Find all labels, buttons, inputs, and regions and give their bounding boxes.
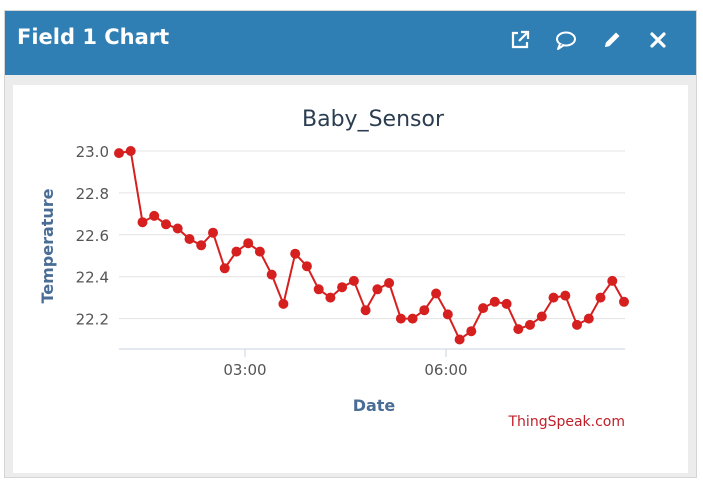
x-tick-labels: 03:00 06:00 bbox=[223, 349, 468, 379]
line-chart: Baby_Sensor 23.0 22.8 22.6 22.4 22.2 03:00 06… bbox=[38, 107, 629, 430]
data-point[interactable] bbox=[395, 313, 406, 324]
data-point[interactable] bbox=[348, 275, 359, 286]
data-point[interactable] bbox=[243, 238, 254, 249]
data-point[interactable] bbox=[572, 319, 582, 330]
data-point[interactable] bbox=[125, 146, 136, 156]
grid-lines bbox=[119, 150, 625, 320]
y-tick-label: 22.6 bbox=[76, 227, 109, 245]
data-point[interactable] bbox=[595, 292, 606, 303]
chart-widget: Field 1 Chart bbox=[4, 10, 697, 478]
data-point[interactable] bbox=[419, 305, 430, 316]
data-point[interactable] bbox=[525, 319, 535, 330]
data-point[interactable] bbox=[325, 292, 336, 303]
pencil-icon[interactable] bbox=[600, 28, 624, 52]
data-point[interactable] bbox=[431, 288, 442, 299]
data-point[interactable] bbox=[442, 309, 453, 320]
external-link-icon[interactable] bbox=[508, 28, 532, 52]
data-point[interactable] bbox=[466, 326, 477, 337]
data-point[interactable] bbox=[149, 210, 160, 221]
data-point[interactable] bbox=[137, 217, 148, 228]
data-point[interactable] bbox=[583, 313, 594, 324]
data-point[interactable] bbox=[208, 227, 218, 238]
x-tick-label: 06:00 bbox=[424, 361, 467, 379]
data-point[interactable] bbox=[619, 296, 629, 307]
data-point[interactable] bbox=[536, 311, 547, 322]
data-point[interactable] bbox=[161, 219, 171, 230]
series-line bbox=[118, 149, 625, 342]
data-point[interactable] bbox=[454, 334, 465, 345]
y-tick-labels: 23.0 22.8 22.6 22.4 22.2 bbox=[76, 143, 109, 329]
widget-title: Field 1 Chart bbox=[17, 25, 170, 49]
data-point[interactable] bbox=[254, 246, 265, 257]
series-points bbox=[114, 146, 629, 345]
y-tick-label: 22.2 bbox=[76, 311, 109, 329]
data-point[interactable] bbox=[301, 261, 312, 272]
data-point[interactable] bbox=[172, 223, 183, 234]
data-point[interactable] bbox=[501, 298, 512, 309]
data-point[interactable] bbox=[513, 324, 524, 335]
data-point[interactable] bbox=[231, 246, 242, 257]
data-point[interactable] bbox=[478, 303, 489, 314]
data-point[interactable] bbox=[372, 284, 383, 295]
data-point[interactable] bbox=[219, 263, 230, 274]
y-tick-label: 22.8 bbox=[76, 185, 109, 203]
data-point[interactable] bbox=[407, 313, 418, 324]
data-point[interactable] bbox=[548, 292, 559, 303]
y-tick-label: 23.0 bbox=[76, 143, 109, 161]
chart-title: Baby_Sensor bbox=[302, 107, 445, 132]
close-icon[interactable] bbox=[646, 28, 670, 52]
thingspeak-credit[interactable]: ThingSpeak.com bbox=[508, 414, 626, 430]
data-point[interactable] bbox=[337, 282, 348, 293]
header-toolbar bbox=[508, 28, 670, 52]
chart-panel: Baby_Sensor 23.0 22.8 22.6 22.4 22.2 03:00 06… bbox=[13, 85, 688, 473]
data-point[interactable] bbox=[266, 269, 277, 280]
data-point[interactable] bbox=[313, 284, 324, 295]
y-tick-label: 22.4 bbox=[76, 269, 109, 287]
data-point[interactable] bbox=[114, 148, 124, 159]
data-point[interactable] bbox=[184, 234, 195, 244]
comment-icon[interactable] bbox=[554, 28, 578, 52]
data-point[interactable] bbox=[489, 296, 500, 307]
x-tick-label: 03:00 bbox=[223, 361, 266, 379]
x-axis-label: Date bbox=[353, 396, 396, 415]
data-point[interactable] bbox=[278, 298, 289, 309]
data-point[interactable] bbox=[290, 248, 301, 259]
y-axis-label: Temperature bbox=[38, 188, 57, 303]
data-point[interactable] bbox=[196, 240, 207, 251]
data-point[interactable] bbox=[607, 275, 618, 286]
data-point[interactable] bbox=[384, 278, 395, 288]
data-point[interactable] bbox=[360, 305, 371, 316]
widget-header: Field 1 Chart bbox=[5, 11, 696, 75]
data-point[interactable] bbox=[560, 290, 571, 301]
